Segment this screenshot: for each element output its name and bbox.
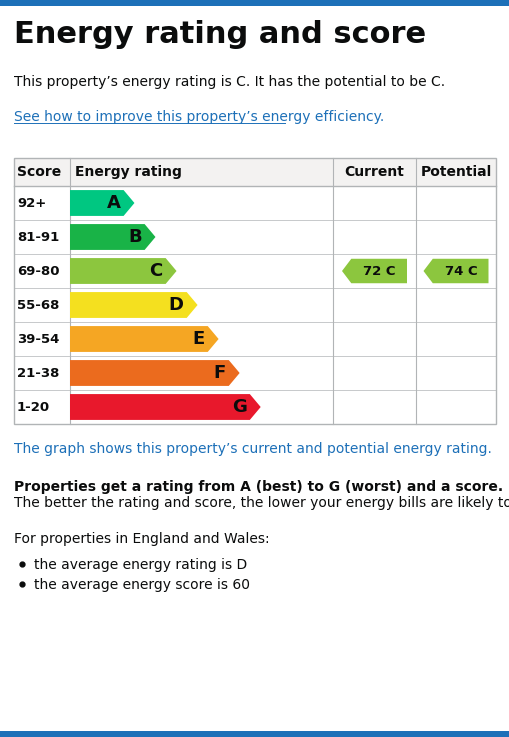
- Text: 69-80: 69-80: [17, 265, 60, 278]
- Text: Potential: Potential: [420, 165, 492, 179]
- Text: Score: Score: [17, 165, 61, 179]
- Bar: [14, 158, 496, 424]
- Polygon shape: [70, 258, 177, 284]
- Text: Energy rating and score: Energy rating and score: [14, 20, 426, 49]
- Text: the average energy score is 60: the average energy score is 60: [34, 578, 250, 592]
- Text: 1-20: 1-20: [17, 400, 50, 413]
- Text: C: C: [150, 262, 163, 280]
- Text: E: E: [192, 330, 205, 348]
- Polygon shape: [70, 190, 134, 216]
- Polygon shape: [423, 259, 489, 283]
- Bar: [0, 0, 509, 6]
- Text: F: F: [214, 364, 226, 382]
- Bar: [0, 731, 509, 737]
- Text: Energy rating: Energy rating: [75, 165, 182, 179]
- Text: 55-68: 55-68: [17, 298, 60, 312]
- Text: B: B: [128, 228, 142, 246]
- Bar: [14, 158, 496, 186]
- Text: 72 C: 72 C: [363, 265, 396, 278]
- Polygon shape: [70, 360, 240, 386]
- Text: Current: Current: [345, 165, 405, 179]
- Text: Properties get a rating from A (best) to G (worst) and a score.: Properties get a rating from A (best) to…: [14, 480, 503, 494]
- Text: 21-38: 21-38: [17, 366, 60, 380]
- Text: G: G: [232, 398, 247, 416]
- Text: The better the rating and score, the lower your energy bills are likely to be.: The better the rating and score, the low…: [14, 496, 509, 510]
- Text: 81-91: 81-91: [17, 231, 59, 243]
- Text: For properties in England and Wales:: For properties in England and Wales:: [14, 532, 270, 546]
- Polygon shape: [342, 259, 407, 283]
- Text: 92+: 92+: [17, 197, 46, 209]
- Text: See how to improve this property’s energy efficiency.: See how to improve this property’s energ…: [14, 110, 384, 124]
- Polygon shape: [70, 394, 261, 420]
- Text: 74 C: 74 C: [445, 265, 477, 278]
- Text: The graph shows this property’s current and potential energy rating.: The graph shows this property’s current …: [14, 442, 492, 456]
- Polygon shape: [70, 224, 155, 250]
- Text: A: A: [107, 194, 121, 212]
- Text: the average energy rating is D: the average energy rating is D: [34, 558, 247, 572]
- Text: D: D: [168, 296, 184, 314]
- Polygon shape: [70, 326, 218, 352]
- Text: 39-54: 39-54: [17, 332, 60, 346]
- Text: This property’s energy rating is C. It has the potential to be C.: This property’s energy rating is C. It h…: [14, 75, 445, 89]
- Polygon shape: [70, 292, 197, 318]
